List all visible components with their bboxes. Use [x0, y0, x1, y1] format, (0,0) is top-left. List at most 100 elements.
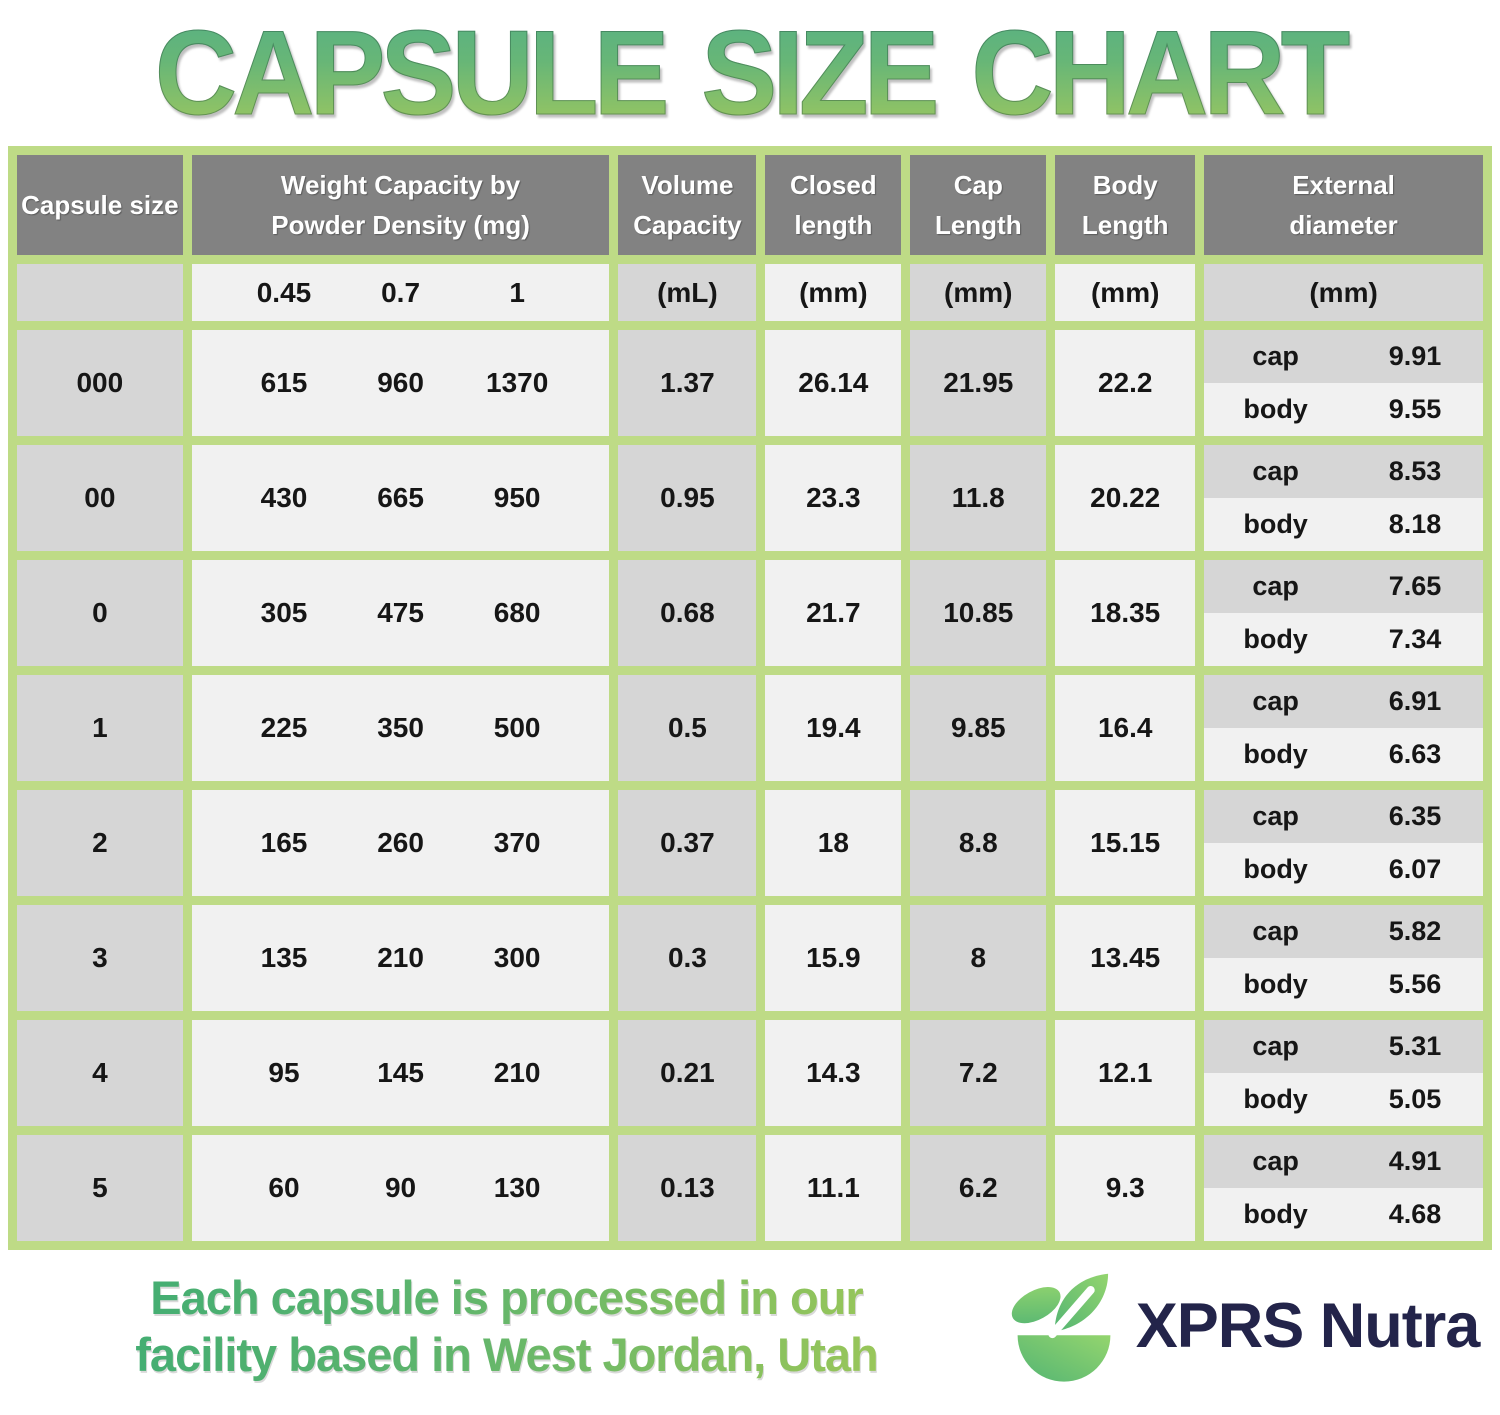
row-000-ext-cap-label: cap [1252, 341, 1299, 371]
row-0-weight-1: 680 [493, 597, 541, 628]
row-2-cap-length: 8.8 [910, 790, 1047, 896]
row-0-ext-cap: cap 7.65 [1204, 560, 1483, 613]
row-00-ext-body: body 8.18 [1204, 498, 1483, 551]
row-0-weight-07: 475 [377, 597, 424, 628]
row-00-ext-body-label: body [1243, 509, 1308, 539]
row-1-weight-1: 500 [493, 712, 541, 743]
row-2-body-length: 15.15 [1055, 790, 1196, 896]
row-0-body-length: 18.35 [1055, 560, 1196, 666]
row-4-closed-length: 14.3 [765, 1020, 902, 1126]
row-000-weight-045: 615 [260, 367, 308, 398]
col-header-external-diameter: External diameter [1204, 155, 1483, 255]
row-5-ext-body: body 4.68 [1204, 1188, 1483, 1241]
row-1-volume: 0.5 [618, 675, 757, 781]
row-4-size: 4 [17, 1020, 183, 1126]
capsule-size-table: Capsule size Weight Capacity by Powder D… [8, 146, 1492, 1250]
row-3-weight-07: 210 [377, 942, 424, 973]
row-0-ext-body-label: body [1243, 624, 1308, 654]
row-1-ext-cap-value: 6.91 [1388, 686, 1442, 716]
brand-name: XPRS Nutra [1135, 1291, 1481, 1361]
row-000-external-diameter: cap 9.91 body 9.55 [1204, 330, 1483, 436]
mortar-leaves-icon [1011, 1273, 1111, 1382]
units-density-07: 0.7 [381, 276, 421, 308]
row-5-weight-07: 90 [384, 1172, 417, 1203]
col-header-capsule-size: Capsule size [17, 155, 183, 255]
row-4-body-length: 12.1 [1055, 1020, 1196, 1126]
row-2-closed-length: 18 [765, 790, 902, 896]
row-3-volume: 0.3 [618, 905, 757, 1011]
row-00-weight-1: 950 [493, 482, 541, 513]
row-3-size: 3 [17, 905, 183, 1011]
row-3-ext-body: body 5.56 [1204, 958, 1483, 1011]
row-00-ext-body-value: 8.18 [1388, 509, 1442, 539]
row-4-ext-cap: cap 5.31 [1204, 1020, 1483, 1073]
row-1-cap-length: 9.85 [910, 675, 1047, 781]
row-2-ext-cap-value: 6.35 [1388, 801, 1442, 831]
units-external-diameter: (mm) [1204, 264, 1483, 321]
row-5-ext-cap-value: 4.91 [1388, 1146, 1442, 1176]
row-0-ext-cap-label: cap [1252, 571, 1299, 601]
row-00-ext-cap-value: 8.53 [1388, 456, 1442, 486]
row-2-volume: 0.37 [618, 790, 757, 896]
row-2-external-diameter: cap 6.35 body 6.07 [1204, 790, 1483, 896]
row-0-ext-body-value: 7.34 [1388, 624, 1442, 654]
row-5-ext-body-label: body [1243, 1199, 1308, 1229]
page-title: CAPSULE SIZE CHART [0, 0, 1500, 150]
units-powder-densities: 0.45 0.7 1 [191, 264, 610, 321]
row-5-closed-length: 11.1 [765, 1135, 902, 1241]
row-5-ext-cap: cap 4.91 [1204, 1135, 1483, 1188]
row-000-body-length: 22.2 [1055, 330, 1196, 436]
row-3-weights: 135 210 300 [191, 905, 610, 1011]
row-00-weight-045: 430 [260, 482, 308, 513]
row-1-weight-045: 225 [260, 712, 308, 743]
row-0-size: 0 [17, 560, 183, 666]
row-4-ext-body-label: body [1243, 1084, 1308, 1114]
row-00-body-length: 20.22 [1055, 445, 1196, 551]
col-header-closed-length: Closed length [765, 155, 902, 255]
row-000-cap-length: 21.95 [910, 330, 1047, 436]
row-1-weight-07: 350 [377, 712, 424, 743]
row-4-volume: 0.21 [618, 1020, 757, 1126]
row-1-external-diameter: cap 6.91 body 6.63 [1204, 675, 1483, 781]
row-00-external-diameter: cap 8.53 body 8.18 [1204, 445, 1483, 551]
footer-note: Each capsule is processed in our facilit… [14, 1269, 999, 1384]
row-2-ext-body-label: body [1243, 854, 1308, 884]
row-3-closed-length: 15.9 [765, 905, 902, 1011]
row-000-closed-length: 26.14 [765, 330, 902, 436]
row-000-ext-body: body 9.55 [1204, 383, 1483, 436]
row-000-weights: 615 960 1370 [191, 330, 610, 436]
row-2-size: 2 [17, 790, 183, 896]
row-4-cap-length: 7.2 [910, 1020, 1047, 1126]
row-000-ext-cap: cap 9.91 [1204, 330, 1483, 383]
units-capsule-size [17, 264, 183, 321]
row-000-ext-cap-value: 9.91 [1388, 341, 1442, 371]
row-00-weight-07: 665 [377, 482, 424, 513]
row-0-weight-045: 305 [260, 597, 308, 628]
row-4-ext-body: body 5.05 [1204, 1073, 1483, 1126]
row-5-weight-1: 130 [493, 1172, 541, 1203]
row-5-cap-length: 6.2 [910, 1135, 1047, 1241]
row-4-ext-body-value: 5.05 [1388, 1084, 1442, 1114]
row-0-ext-body: body 7.34 [1204, 613, 1483, 666]
row-1-body-length: 16.4 [1055, 675, 1196, 781]
row-1-closed-length: 19.4 [765, 675, 902, 781]
row-4-weight-07: 145 [377, 1057, 424, 1088]
row-00-volume: 0.95 [618, 445, 757, 551]
row-3-ext-cap-label: cap [1252, 916, 1299, 946]
row-2-weight-07: 260 [377, 827, 424, 858]
row-3-weight-1: 300 [493, 942, 541, 973]
row-000-weight-07: 960 [377, 367, 424, 398]
row-0-cap-length: 10.85 [910, 560, 1047, 666]
row-1-ext-body-value: 6.63 [1388, 739, 1442, 769]
col-header-volume-capacity: Volume Capacity [618, 155, 757, 255]
row-000-ext-body-label: body [1243, 394, 1308, 424]
row-5-external-diameter: cap 4.91 body 4.68 [1204, 1135, 1483, 1241]
row-3-ext-cap-value: 5.82 [1388, 916, 1442, 946]
row-0-weights: 305 475 680 [191, 560, 610, 666]
units-density-1: 1 [509, 276, 525, 308]
row-0-volume: 0.68 [618, 560, 757, 666]
row-4-ext-cap-value: 5.31 [1388, 1031, 1442, 1061]
units-closed-length: (mm) [765, 264, 902, 321]
row-00-weights: 430 665 950 [191, 445, 610, 551]
